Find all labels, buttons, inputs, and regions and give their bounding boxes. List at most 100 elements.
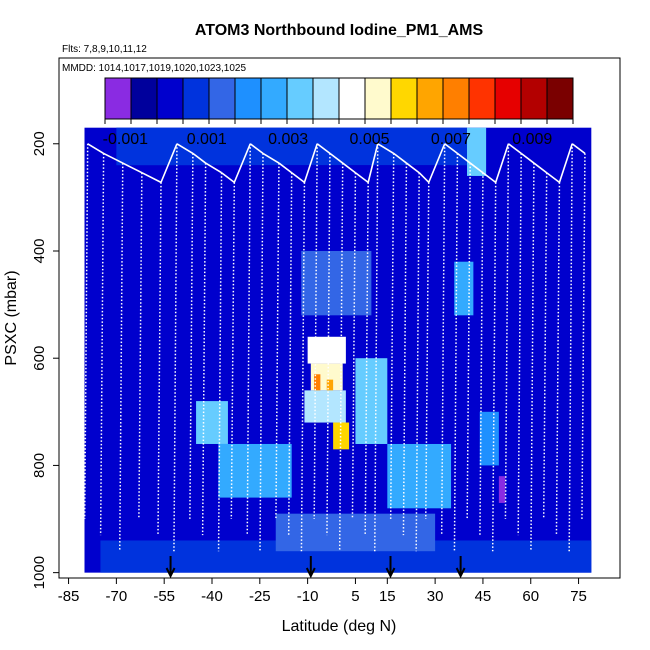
colorbar-tick-label: -0.001 <box>103 131 148 148</box>
heatmap-cell <box>243 165 452 251</box>
flight-profile-line <box>402 163 408 536</box>
colorbar-tick-label: 0.009 <box>512 131 552 148</box>
colorbar-segment <box>183 78 210 119</box>
x-tick-label: 30 <box>427 588 444 605</box>
colorbar-tick-label: 0.001 <box>187 131 227 148</box>
flight-profile-top <box>393 152 407 164</box>
chart-title: ATOM3 Northbound Iodine_PM1_AMS <box>195 22 484 39</box>
flight-profile-top <box>428 143 446 183</box>
flight-profile-top <box>192 152 207 164</box>
y-axis-label: PSXC (mbar) <box>3 270 20 365</box>
heatmap-cells <box>84 127 592 573</box>
flight-profile-top <box>233 143 251 183</box>
flight-profile-top <box>354 172 369 184</box>
colorbar-segment <box>235 78 262 119</box>
y-tick-label: 1000 <box>31 556 48 589</box>
chart-subtitle-flights: Flts: 7,8,9,10,11,12 <box>62 44 147 55</box>
flight-profile-top <box>87 143 105 155</box>
heatmap-cell <box>498 476 506 503</box>
flight-profile-line <box>83 143 89 520</box>
profile-marker <box>385 567 396 579</box>
flight-profile-top <box>377 143 395 155</box>
colorbar-segment <box>339 78 366 119</box>
flight-profile-top <box>571 143 586 155</box>
y-tick-label: 800 <box>31 453 48 478</box>
flight-profile-line <box>326 153 331 536</box>
colorbar-segment <box>547 78 574 119</box>
y-tick-label: 600 <box>31 346 48 371</box>
x-tick-label: 75 <box>570 588 587 605</box>
colorbar-segment <box>417 78 444 119</box>
flight-profile-top <box>122 162 143 174</box>
colorbar-segment <box>261 78 288 119</box>
flight-profile-line <box>287 172 293 536</box>
flight-profile-top <box>262 152 280 164</box>
flight-profile-top <box>291 172 305 184</box>
flight-profile-line <box>425 182 430 520</box>
x-axis: -85 -70 -55 -40 -25 -10 5 15 30 45 60 75 <box>58 578 587 605</box>
flight-profile-top <box>533 162 548 174</box>
x-tick-label: -55 <box>153 588 175 605</box>
flight-profiles <box>83 143 586 552</box>
y-tick-label: 200 <box>31 131 48 156</box>
heatmap-cell <box>304 390 346 423</box>
flight-profile-top <box>507 143 522 155</box>
flight-profile-line <box>173 143 178 552</box>
x-tick-label: -25 <box>249 588 271 605</box>
flight-profile-line <box>364 182 369 536</box>
x-tick-label: -40 <box>201 588 223 605</box>
colorbar-tick-label: 0.007 <box>431 131 471 148</box>
x-tick-label: 5 <box>351 588 359 605</box>
flight-profile-line <box>201 163 207 536</box>
flight-profile-line <box>157 182 162 536</box>
colorbar-segment <box>521 78 548 119</box>
heatmap-cell <box>218 443 292 498</box>
flight-profile-line <box>568 143 573 552</box>
flight-profile-top <box>469 162 484 174</box>
flight-profile-top <box>160 143 178 183</box>
colorbar-segment <box>365 78 392 119</box>
heatmap-cell <box>307 336 346 364</box>
flight-profile-top <box>444 143 458 155</box>
heatmap-cell <box>355 358 388 444</box>
flight-profile-top <box>405 162 420 174</box>
heatmap-cell <box>275 513 436 552</box>
flight-profile-top <box>418 172 430 183</box>
colorbar-ticks: -0.001 0.001 0.003 0.005 0.007 0.009 <box>103 131 553 148</box>
flight-profile-top <box>546 172 560 184</box>
flight-profile-top <box>520 152 535 164</box>
flight-profile-top <box>103 152 124 164</box>
x-tick-label: 45 <box>475 588 492 605</box>
flight-profile-top <box>205 162 222 174</box>
flight-profile-top <box>316 143 331 155</box>
flight-profile-top <box>176 143 194 155</box>
x-tick-label: -85 <box>58 588 80 605</box>
profile-marker <box>455 567 466 579</box>
colorbar-segment <box>131 78 158 119</box>
heatmap-cell <box>387 443 452 509</box>
profile-markers <box>165 556 466 579</box>
flight-profile-line <box>530 163 535 552</box>
flight-profile-top <box>329 152 344 164</box>
heatmap-cell <box>116 127 467 166</box>
colorbar-frame <box>104 77 574 120</box>
colorbar-segment <box>105 78 132 119</box>
heatmap-cell <box>479 411 499 466</box>
flight-profile-top <box>278 162 293 174</box>
heatmap-cell <box>196 401 228 444</box>
flight-profile-line <box>119 163 124 552</box>
flight-profile-line <box>440 143 446 536</box>
colorbar <box>104 77 574 124</box>
flight-profile-line <box>581 153 586 520</box>
colorbar-segment <box>313 78 340 119</box>
flight-profile-line <box>555 182 561 536</box>
colorbar-segment <box>391 78 418 119</box>
colorbar-segment <box>209 78 236 119</box>
flight-profile-line <box>230 182 236 520</box>
colorbar-segment <box>443 78 470 119</box>
flight-profile-line <box>504 143 510 520</box>
flight-profile-line <box>99 153 105 536</box>
colorbar-tick-label: 0.003 <box>268 131 308 148</box>
flight-profile-line <box>479 172 484 536</box>
